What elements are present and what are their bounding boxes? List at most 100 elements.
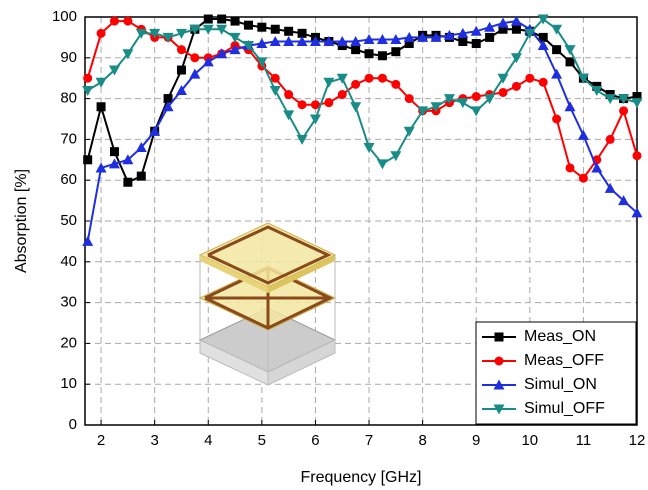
- marker: [231, 17, 240, 26]
- marker: [512, 82, 521, 91]
- y-tick-label: 50: [60, 212, 77, 229]
- marker: [551, 69, 562, 79]
- y-tick-label: 100: [52, 8, 77, 25]
- legend: Meas_ON Meas_OFF Simul_ON Simul_OFF: [476, 322, 636, 424]
- marker: [404, 127, 415, 137]
- marker: [566, 57, 575, 66]
- legend-label: Simul_ON: [524, 376, 597, 393]
- marker: [177, 66, 186, 75]
- marker: [391, 80, 400, 89]
- marker: [606, 135, 615, 144]
- marker: [551, 25, 562, 35]
- marker: [298, 100, 307, 109]
- marker: [390, 151, 401, 161]
- y-tick-label: 0: [69, 416, 77, 433]
- marker: [495, 357, 504, 366]
- inset-illustration: [200, 223, 335, 385]
- marker: [605, 183, 616, 193]
- marker: [177, 45, 186, 54]
- y-tick-label: 20: [60, 334, 77, 351]
- marker: [351, 45, 360, 54]
- marker: [578, 130, 589, 140]
- marker: [123, 178, 132, 187]
- marker: [485, 33, 494, 42]
- marker: [338, 90, 347, 99]
- marker: [633, 151, 642, 160]
- marker: [565, 101, 576, 111]
- y-tick-label: 10: [60, 375, 77, 392]
- marker: [552, 45, 561, 54]
- marker: [472, 39, 481, 48]
- marker: [632, 98, 643, 108]
- marker: [378, 74, 387, 83]
- legend-label: Simul_OFF: [524, 400, 605, 417]
- marker: [82, 86, 93, 96]
- marker: [458, 37, 467, 46]
- x-tick-label: 8: [418, 432, 426, 449]
- marker: [539, 78, 548, 87]
- marker: [591, 86, 602, 96]
- marker: [525, 74, 534, 83]
- marker: [365, 74, 374, 83]
- x-tick-label: 2: [97, 432, 105, 449]
- x-tick-label: 9: [472, 432, 480, 449]
- marker: [230, 33, 241, 43]
- marker: [498, 74, 509, 84]
- marker: [137, 172, 146, 181]
- y-tick-label: 70: [60, 130, 77, 147]
- x-tick-label: 12: [629, 432, 646, 449]
- marker: [323, 78, 334, 88]
- marker: [351, 80, 360, 89]
- marker: [566, 163, 575, 172]
- marker: [457, 98, 468, 108]
- marker: [472, 92, 481, 101]
- marker: [495, 333, 504, 342]
- y-tick-label: 80: [60, 90, 77, 107]
- y-tick-label: 30: [60, 294, 77, 311]
- x-tick-label: 5: [258, 432, 266, 449]
- marker: [271, 74, 280, 83]
- x-axis-label: Frequency [GHz]: [301, 469, 422, 486]
- marker: [391, 47, 400, 56]
- x-tick-label: 7: [365, 432, 373, 449]
- marker: [83, 155, 92, 164]
- y-axis-label: Absorption [%]: [13, 169, 30, 273]
- marker: [310, 115, 321, 125]
- marker: [110, 147, 119, 156]
- marker: [579, 174, 588, 183]
- marker: [82, 236, 93, 246]
- marker: [204, 15, 213, 24]
- marker: [552, 115, 561, 124]
- x-tick-label: 6: [311, 432, 319, 449]
- marker: [405, 94, 414, 103]
- marker: [271, 25, 280, 34]
- marker: [499, 88, 508, 97]
- marker: [324, 98, 333, 107]
- y-tick-label: 40: [60, 253, 77, 270]
- chart: Frequency [GHz] Absorption [%] 0 10 20 30 40…: [0, 0, 648, 490]
- y-tick-label: 60: [60, 171, 77, 188]
- legend-label: Meas_OFF: [524, 352, 604, 369]
- x-tick-label: 3: [150, 432, 158, 449]
- x-tick-label: 10: [521, 432, 538, 449]
- marker: [244, 21, 253, 30]
- marker: [96, 78, 107, 88]
- marker: [110, 17, 119, 26]
- y-tick-label: 90: [60, 49, 77, 66]
- marker: [270, 86, 281, 96]
- marker: [471, 106, 482, 116]
- marker: [97, 102, 106, 111]
- marker: [257, 23, 266, 32]
- marker: [217, 15, 226, 24]
- marker: [283, 110, 294, 120]
- marker: [190, 53, 199, 62]
- marker: [377, 159, 388, 169]
- marker: [284, 27, 293, 36]
- marker: [284, 90, 293, 99]
- marker: [378, 51, 387, 60]
- marker: [83, 74, 92, 83]
- marker: [350, 102, 361, 112]
- legend-label: Meas_ON: [524, 328, 596, 345]
- x-tick-label: 4: [204, 432, 212, 449]
- marker: [619, 106, 628, 115]
